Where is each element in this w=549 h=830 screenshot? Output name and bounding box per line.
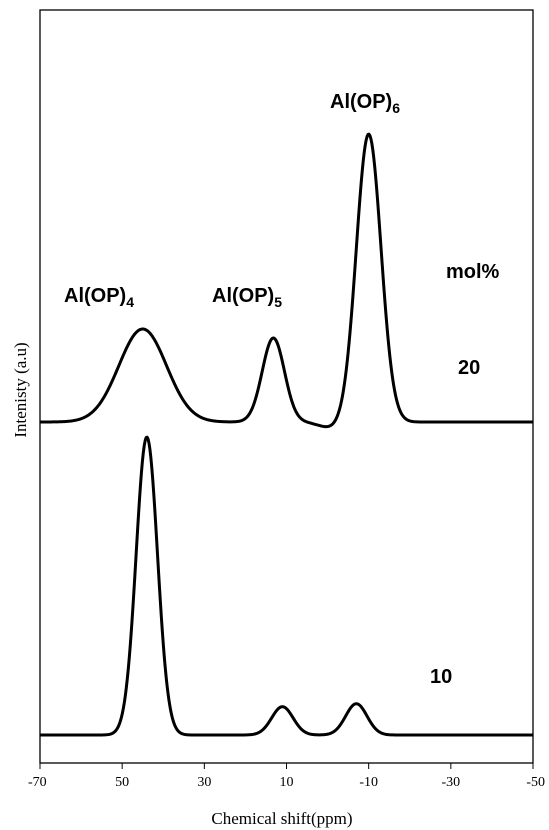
series-label-10: 10 [430,666,452,688]
y-axis-title: Intenisty (a.u) [11,342,30,437]
legend-title: mol% [446,261,500,283]
series-label-20: 20 [458,357,480,379]
x-tick-label: 30 [197,775,211,790]
x-tick-label: -50 [526,775,545,790]
x-tick-label: 50 [115,775,129,790]
series-line-20 [39,132,534,429]
annotation-al-op-6: Al(OP)6 [330,91,400,116]
x-tick-label: -70 [28,775,47,790]
x-tick-label: -30 [441,775,460,790]
series-line-10 [39,435,534,737]
annotation-al-op-5: Al(OP)5 [212,285,282,310]
x-axis-title: Chemical shift(ppm) [211,809,352,828]
annotation-al-op-4: Al(OP)4 [64,285,134,310]
x-tick-label: -10 [359,775,378,790]
x-tick-label: 10 [280,775,294,790]
